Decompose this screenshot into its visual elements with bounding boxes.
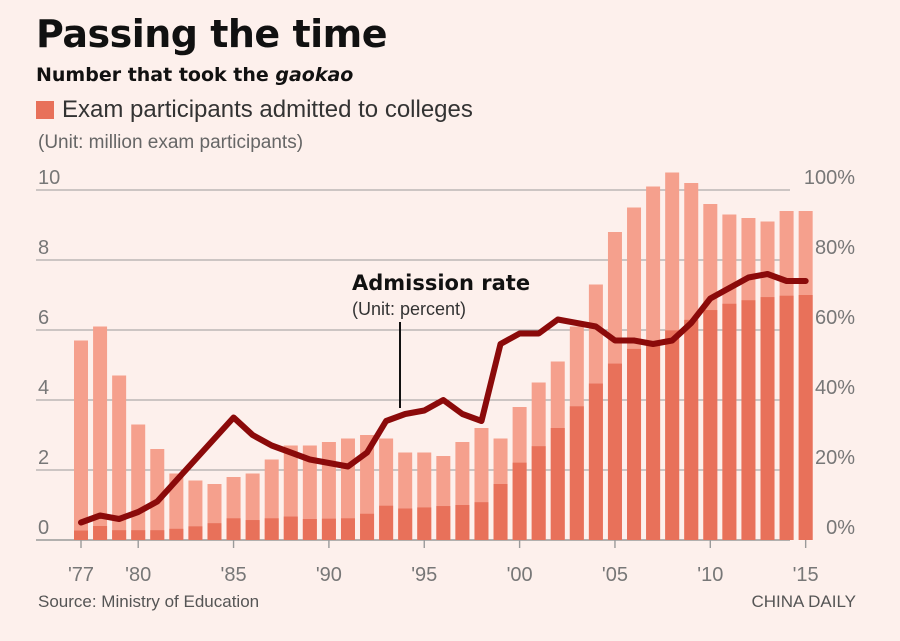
- y-axis-right: 0% 20% 40% 60% 80% 100%: [804, 167, 855, 539]
- bar-admitted-1978: [93, 526, 108, 540]
- bar-admitted-2015: [798, 295, 813, 540]
- bars-admitted: [74, 295, 813, 540]
- y-axis-left: 0 2 4 6 8 10: [38, 167, 60, 539]
- bar-admitted-1995: [417, 507, 432, 540]
- y-left-tick-label: 4: [38, 377, 49, 399]
- x-tick-label: '95: [411, 564, 437, 586]
- bar-admitted-1994: [398, 508, 413, 540]
- bar-admitted-1996: [436, 506, 451, 540]
- bar-admitted-2006: [627, 348, 642, 540]
- bar-admitted-2011: [722, 303, 737, 540]
- x-tick-label: '00: [507, 564, 533, 586]
- y-right-tick-label: 100%: [804, 167, 855, 189]
- credit-label: CHINA DAILY: [751, 592, 856, 611]
- bar-admitted-2013: [760, 297, 775, 540]
- bar-taken-1980: [131, 424, 146, 540]
- bar-taken-1983: [188, 480, 203, 540]
- bar-admitted-1984: [207, 523, 222, 540]
- bar-taken-1978: [93, 326, 108, 540]
- x-tick-label: '85: [221, 564, 247, 586]
- y-right-tick-label: 0%: [826, 517, 855, 539]
- x-axis: '77 '80 '85 '90 '95 '00 '05 '10 '15: [68, 540, 819, 586]
- bar-admitted-2007: [646, 341, 661, 540]
- bar-admitted-1991: [340, 518, 355, 540]
- x-tick-label: '05: [602, 564, 628, 586]
- bar-admitted-1993: [379, 505, 394, 540]
- bar-admitted-1979: [112, 530, 127, 540]
- bar-admitted-2010: [703, 310, 718, 540]
- legend: Exam participants admitted to colleges: [36, 96, 473, 124]
- bar-admitted-2000: [512, 462, 527, 540]
- bar-admitted-2005: [607, 363, 622, 540]
- bar-taken-1982: [169, 473, 184, 540]
- bar-admitted-1998: [474, 502, 489, 540]
- bar-admitted-2004: [588, 383, 603, 540]
- bar-admitted-2014: [779, 295, 794, 540]
- bar-admitted-1982: [169, 528, 184, 540]
- admission-rate-line: [78, 271, 809, 526]
- bar-taken-1989: [302, 445, 317, 540]
- bar-admitted-1986: [245, 520, 260, 540]
- bar-taken-1979: [112, 375, 127, 540]
- bar-taken-1988: [283, 445, 298, 540]
- subtitle-italic: gaokao: [275, 64, 354, 86]
- x-tick-label: '77: [68, 564, 94, 586]
- bar-admitted-1977: [74, 530, 88, 540]
- bar-admitted-1981: [150, 530, 165, 540]
- bar-admitted-1980: [131, 530, 146, 540]
- legend-label-admitted: Exam participants admitted to colleges: [62, 96, 473, 123]
- bar-admitted-1987: [264, 518, 279, 540]
- bar-admitted-2009: [684, 319, 699, 540]
- bar-admitted-1983: [188, 526, 203, 540]
- bar-admitted-1989: [302, 519, 317, 540]
- bar-admitted-2008: [665, 330, 680, 540]
- y-left-tick-label: 2: [38, 447, 49, 469]
- chart-subtitle: Number that took the gaokao: [36, 64, 353, 86]
- y-left-tick-label: 8: [38, 237, 49, 259]
- subtitle-prefix: Number that took the: [36, 64, 276, 86]
- bar-admitted-1997: [455, 505, 470, 540]
- chart-title: Passing the time: [36, 12, 388, 56]
- y-left-tick-label: 6: [38, 307, 49, 329]
- y-right-tick-label: 20%: [815, 447, 855, 469]
- y-right-tick-label: 60%: [815, 307, 855, 329]
- annotation-unit: (Unit: percent): [352, 299, 466, 319]
- bar-admitted-2001: [531, 446, 546, 540]
- bar-admitted-1990: [321, 518, 336, 540]
- x-tick-label: '10: [697, 564, 723, 586]
- y-right-tick-label: 40%: [815, 377, 855, 399]
- bars-taken: [74, 172, 813, 540]
- bar-admitted-1985: [226, 518, 241, 540]
- bar-admitted-1992: [360, 513, 375, 540]
- x-tick-label: '80: [125, 564, 151, 586]
- bar-taken-1981: [150, 449, 165, 540]
- source-note: Source: Ministry of Education: [38, 592, 260, 611]
- x-tick-label: '15: [793, 564, 819, 586]
- unit-label: (Unit: million exam participants): [38, 132, 304, 153]
- y-left-tick-label: 0: [38, 517, 49, 539]
- y-right-tick-label: 80%: [815, 237, 855, 259]
- bar-taken-1977: [74, 340, 88, 540]
- annotation-title: Admission rate: [352, 271, 530, 295]
- x-tick-label: '90: [316, 564, 342, 586]
- bar-admitted-2002: [550, 428, 565, 540]
- legend-swatch-admitted: [36, 101, 54, 119]
- bar-admitted-2012: [741, 300, 756, 540]
- bar-admitted-1999: [493, 484, 508, 540]
- bar-admitted-1988: [283, 516, 298, 540]
- y-left-tick-label: 10: [38, 167, 60, 189]
- bar-admitted-2003: [569, 406, 584, 540]
